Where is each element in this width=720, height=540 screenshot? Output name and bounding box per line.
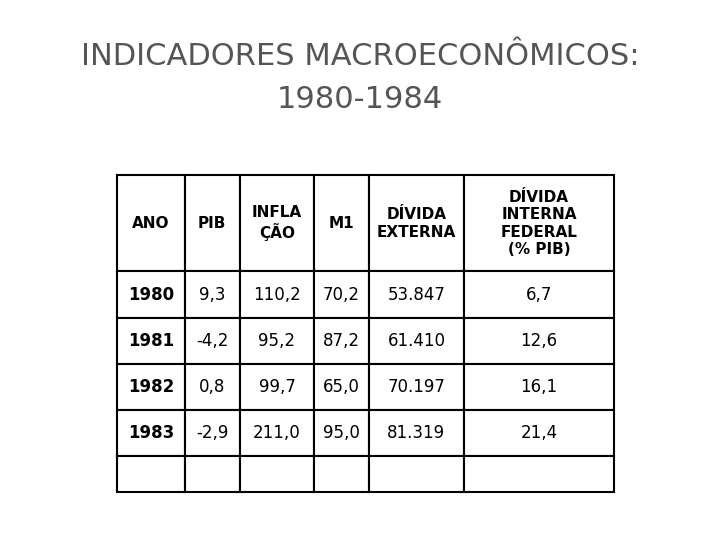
- Text: INDICADORES MACROECONÔMICOS:: INDICADORES MACROECONÔMICOS:: [81, 42, 639, 71]
- Text: 1980-1984: 1980-1984: [277, 85, 443, 114]
